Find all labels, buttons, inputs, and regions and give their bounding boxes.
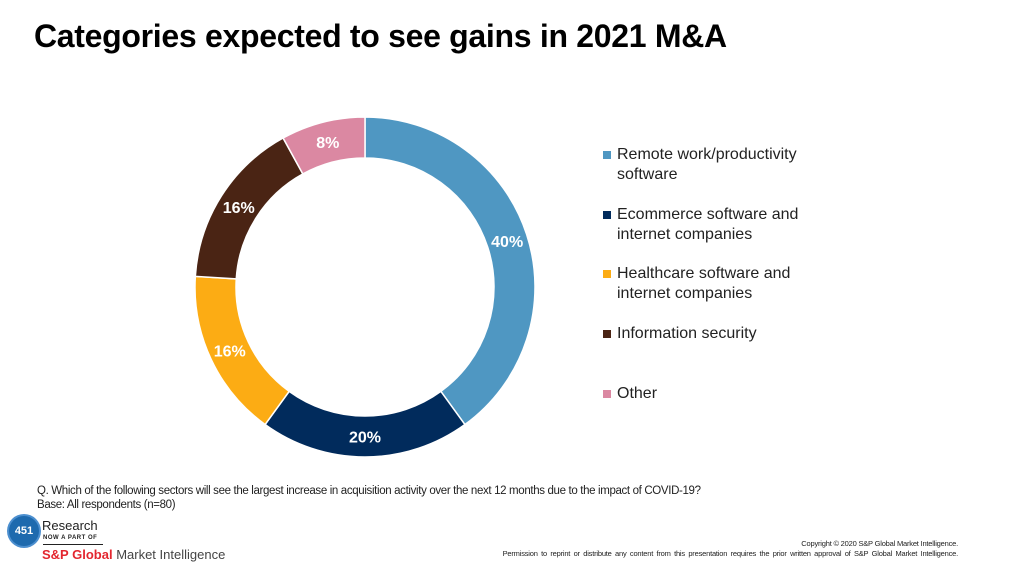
- slide-title: Categories expected to see gains in 2021…: [34, 18, 727, 54]
- slice-data-label: 16%: [214, 344, 246, 361]
- legend-label: Healthcare software and internet companie…: [617, 265, 791, 302]
- slice-data-label: 8%: [316, 135, 339, 152]
- legend-swatch: [603, 151, 611, 159]
- slice-data-label: 16%: [223, 200, 255, 217]
- legend-item: Healthcare software and internet companie…: [603, 264, 837, 304]
- slice-data-label: 20%: [349, 430, 381, 447]
- logo-now-part-of: NOW A PART OF: [43, 535, 98, 541]
- logo-badge-icon: 451: [9, 516, 39, 546]
- survey-base: Base: All respondents (n=80): [37, 499, 176, 511]
- legend-item: Ecommerce software and internet companies: [603, 205, 837, 245]
- logo-divider: [43, 544, 103, 545]
- company-logo: 451 Research NOW A PART OF S&P Global Ma…: [9, 513, 225, 563]
- legend-item: Remote work/productivity software: [603, 145, 837, 185]
- legend-label: Remote work/productivity software: [617, 146, 797, 183]
- legend-swatch: [603, 330, 611, 338]
- logo-sp-global: S&P Global Market Intelligence: [42, 547, 226, 562]
- survey-question: Q. Which of the following sectors will s…: [37, 485, 701, 497]
- copyright-notice: Copyright © 2020 S&P Global Market Intel…: [801, 539, 958, 548]
- permission-notice: Permission to reprint or distribute any …: [502, 549, 959, 558]
- legend-swatch: [603, 270, 611, 278]
- legend-item: Information security: [603, 324, 837, 344]
- legend-swatch: [603, 390, 611, 398]
- slice-data-label: 40%: [491, 234, 523, 251]
- donut-slice: [264, 390, 466, 458]
- donut-slice: [364, 116, 536, 426]
- survey-note: Q. Which of the following sectors will s…: [37, 484, 701, 512]
- logo-research-text: Research: [42, 518, 98, 533]
- legend-swatch: [603, 211, 611, 219]
- legend-label: Information security: [617, 325, 757, 342]
- legend-item: Other: [603, 384, 837, 404]
- legend-label: Ecommerce software and internet companies: [617, 206, 799, 243]
- donut-slice: [282, 116, 366, 175]
- legend-label: Other: [617, 385, 658, 402]
